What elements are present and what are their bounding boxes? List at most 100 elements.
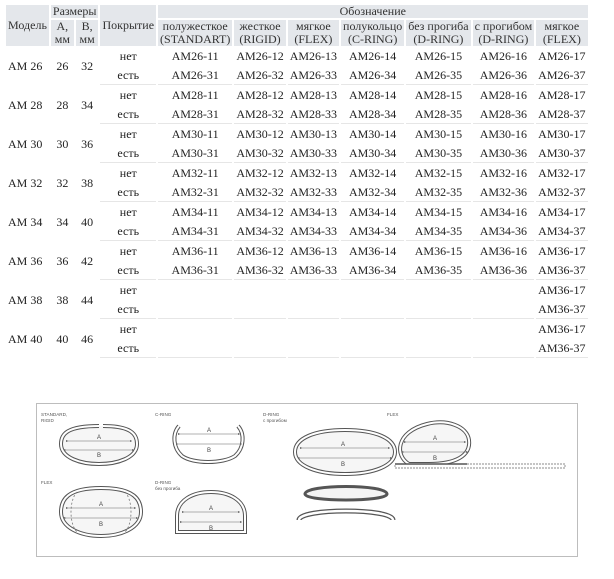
svg-text:B: B	[207, 448, 211, 454]
code-cell: АМ36-16	[479, 244, 528, 258]
model-group: АМ 38 38 44 нет АМ36-17 есть АМ36-37	[6, 282, 588, 319]
size-b-cell: 34	[81, 98, 94, 112]
table-row: есть АМ26-31 АМ26-32 АМ26-33 АМ26-34 АМ26-35 А…	[6, 67, 588, 85]
code-cell: АМ36-17	[538, 244, 586, 258]
model-group: АМ 26 26 32 нет АМ26-11 АМ26-12 АМ26-13 АМ26-14…	[6, 48, 588, 85]
code-cell: АМ34-33	[287, 223, 340, 241]
size-a-cell: 26	[56, 59, 69, 73]
code-cell: АМ28-16	[479, 88, 528, 102]
code-cell: АМ30-14	[348, 127, 397, 141]
svg-text:B: B	[433, 456, 437, 462]
svg-text:B: B	[99, 522, 103, 528]
code-cell: АМ32-13	[289, 166, 338, 180]
table-row: АМ 26 26 32 нет АМ26-11 АМ26-12 АМ26-13 АМ26-14…	[6, 48, 588, 73]
code-cell	[287, 301, 340, 319]
ring-shapes-diagram: STANDARD, RIGID A B C-RING A B D-RING с …	[36, 403, 578, 557]
code-cell: АМ26-36	[472, 67, 535, 85]
flex-ring-dashed-icon: FLEX A B	[41, 480, 144, 539]
code-cell	[341, 340, 405, 358]
code-cell	[158, 321, 232, 338]
header-b: В, мм	[75, 20, 99, 46]
size-a-cell: 34	[56, 215, 69, 229]
code-cell: АМ26-35	[406, 67, 471, 85]
code-cell: АМ36-34	[341, 262, 405, 280]
code-cell: АМ26-16	[479, 49, 528, 63]
coating-cell: нет	[119, 166, 137, 180]
code-cell: АМ32-36	[472, 184, 535, 202]
header-a: А, мм	[50, 20, 74, 46]
table-row: АМ 28 28 34 нет АМ28-11 АМ28-12 АМ28-13 АМ28-14…	[6, 87, 588, 112]
code-cell: АМ32-31	[158, 184, 233, 202]
code-cell	[234, 321, 285, 338]
code-cell: АМ28-37	[536, 106, 588, 124]
coating-cell: нет	[119, 205, 137, 219]
code-cell: АМ36-17	[538, 322, 586, 336]
coating-cell: нет	[119, 127, 137, 141]
size-a-cell: 30	[56, 137, 69, 151]
code-cell: АМ34-16	[479, 205, 528, 219]
code-cell: АМ32-35	[406, 184, 471, 202]
code-cell: АМ32-33	[287, 184, 340, 202]
size-a-cell: 28	[56, 98, 69, 112]
code-cell: АМ36-32	[234, 262, 286, 280]
label-d-ring-2-sub: без прогиба	[155, 486, 181, 491]
table-row: АМ 30 30 36 нет АМ30-11 АМ30-12 АМ30-13 АМ30-14…	[6, 126, 588, 151]
code-cell: АМ30-11	[171, 127, 219, 141]
code-cell	[288, 282, 339, 299]
code-cell: АМ34-12	[236, 205, 284, 219]
code-cell: АМ30-34	[341, 145, 405, 163]
size-a-cell: 40	[56, 332, 69, 346]
svg-text:B: B	[341, 462, 345, 468]
label-c-ring: C-RING	[155, 412, 172, 417]
label-rigid: RIGID	[41, 418, 54, 423]
size-b-cell: 44	[81, 293, 94, 307]
coating-cell: есть	[100, 145, 157, 163]
table-row: АМ 40 40 46 нет АМ36-17	[6, 321, 588, 346]
coating-cell: нет	[119, 322, 137, 336]
code-cell: АМ36-15	[414, 244, 463, 258]
coating-cell: нет	[119, 49, 137, 63]
svg-text:A: A	[97, 435, 101, 441]
code-cell: АМ30-16	[479, 127, 528, 141]
code-cell	[341, 321, 404, 338]
code-cell: АМ26-15	[414, 49, 463, 63]
code-cell: АМ26-37	[536, 67, 588, 85]
code-cell: АМ30-32	[234, 145, 286, 163]
code-cell: АМ26-33	[287, 67, 340, 85]
code-cell: АМ36-36	[472, 262, 535, 280]
model-cell: АМ 28	[8, 98, 43, 112]
code-cell	[473, 282, 535, 299]
svg-text:A: A	[209, 506, 213, 512]
model-group: АМ 30 30 36 нет АМ30-11 АМ30-12 АМ30-13 АМ30-14…	[6, 126, 588, 163]
header-sizes: Размеры	[50, 4, 99, 18]
code-cell: АМ30-35	[406, 145, 471, 163]
label-flex-top: FLEX	[387, 412, 399, 417]
code-cell: АМ34-17	[538, 205, 586, 219]
size-b-cell: 32	[81, 59, 94, 73]
code-cell	[406, 282, 470, 299]
table-row: есть АМ32-31 АМ32-32 АМ32-33 АМ32-34 АМ32-35 А…	[6, 184, 588, 202]
code-cell: АМ26-31	[158, 67, 233, 85]
header-coating: Покрытие	[100, 5, 157, 46]
spec-table: Модель Размеры Покрытие Обозначение А, мм…	[4, 3, 590, 360]
svg-text:B: B	[209, 526, 213, 532]
table-row: есть АМ36-37	[6, 301, 588, 319]
svg-text:A: A	[433, 436, 437, 442]
code-cell: АМ30-37	[536, 145, 588, 163]
d-ring-curved-icon: D-RING с прогибом A B	[263, 412, 398, 522]
coating-cell: нет	[119, 283, 137, 297]
header-designation: Обозначение	[158, 5, 588, 18]
table-row: АМ 36 36 42 нет АМ36-11 АМ36-12 АМ36-13 АМ36-14…	[6, 243, 588, 268]
label-flex-left: FLEX	[41, 480, 53, 485]
code-cell	[406, 340, 471, 358]
code-cell	[406, 301, 471, 319]
code-cell: АМ32-34	[341, 184, 405, 202]
size-a-cell: 36	[56, 254, 69, 268]
label-d-ring-sub: с прогибом	[263, 418, 287, 423]
code-cell: АМ36-11	[171, 244, 219, 258]
model-cell: АМ 38	[8, 293, 43, 307]
model-cell: АМ 34	[8, 215, 43, 229]
code-cell: АМ26-17	[538, 49, 586, 63]
code-cell: АМ36-35	[406, 262, 471, 280]
code-cell: АМ28-31	[158, 106, 233, 124]
